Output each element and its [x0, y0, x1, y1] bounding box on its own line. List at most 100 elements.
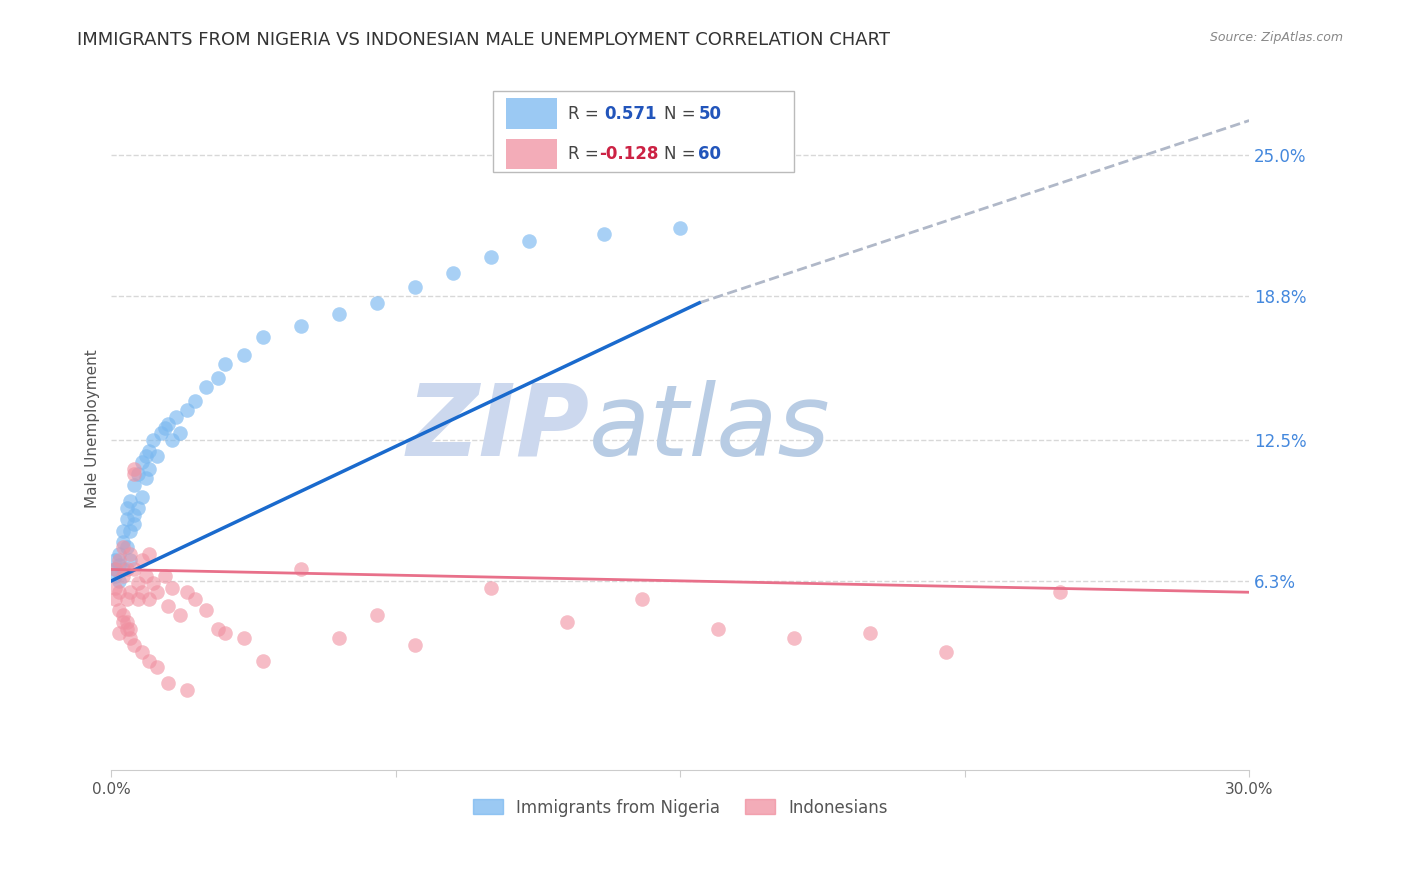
Text: IMMIGRANTS FROM NIGERIA VS INDONESIAN MALE UNEMPLOYMENT CORRELATION CHART: IMMIGRANTS FROM NIGERIA VS INDONESIAN MA…: [77, 31, 890, 49]
Point: [131, 585, 153, 599]
Point: [138, 547, 160, 561]
Text: R =: R =: [568, 145, 603, 163]
Point: [138, 462, 160, 476]
Point: [115, 615, 138, 629]
Text: 0.571: 0.571: [605, 104, 657, 123]
Point: [669, 220, 692, 235]
Point: [131, 455, 153, 469]
Text: N =: N =: [665, 104, 702, 123]
Point: [115, 500, 138, 515]
FancyBboxPatch shape: [506, 98, 557, 129]
Point: [127, 500, 149, 515]
Point: [142, 576, 165, 591]
Point: [122, 467, 145, 481]
Point: [104, 592, 127, 607]
Point: [157, 676, 180, 690]
Text: Source: ZipAtlas.com: Source: ZipAtlas.com: [1209, 31, 1343, 45]
Point: [142, 433, 165, 447]
Point: [127, 576, 149, 591]
Point: [111, 569, 134, 583]
Point: [404, 280, 426, 294]
Point: [157, 417, 180, 431]
Point: [122, 462, 145, 476]
Point: [108, 553, 131, 567]
Point: [131, 644, 153, 658]
Point: [366, 296, 388, 310]
Y-axis label: Male Unemployment: Male Unemployment: [86, 349, 100, 508]
Text: ZIP: ZIP: [406, 380, 589, 476]
Point: [328, 631, 350, 645]
Point: [160, 433, 183, 447]
Point: [127, 592, 149, 607]
Point: [214, 357, 236, 371]
Point: [120, 622, 142, 636]
Point: [131, 553, 153, 567]
Point: [104, 562, 127, 576]
Point: [138, 654, 160, 668]
Point: [233, 348, 256, 362]
Point: [120, 631, 142, 645]
Point: [111, 608, 134, 623]
FancyBboxPatch shape: [506, 139, 557, 169]
Point: [441, 266, 464, 280]
Point: [104, 562, 127, 576]
Point: [935, 644, 957, 658]
Point: [1049, 585, 1071, 599]
Point: [252, 654, 274, 668]
Point: [169, 608, 191, 623]
Point: [108, 626, 131, 640]
Point: [783, 631, 806, 645]
Point: [122, 638, 145, 652]
Point: [517, 235, 540, 249]
Point: [176, 585, 198, 599]
Point: [120, 547, 142, 561]
Point: [207, 371, 229, 385]
Point: [108, 585, 131, 599]
Point: [165, 409, 187, 424]
Point: [122, 508, 145, 522]
Point: [115, 562, 138, 576]
Point: [115, 622, 138, 636]
Point: [120, 553, 142, 567]
Point: [138, 444, 160, 458]
Point: [157, 599, 180, 613]
Point: [631, 592, 654, 607]
Point: [115, 512, 138, 526]
Text: 50: 50: [699, 104, 721, 123]
Point: [108, 558, 131, 572]
Point: [104, 581, 127, 595]
Point: [120, 524, 142, 538]
Point: [111, 562, 134, 576]
FancyBboxPatch shape: [492, 91, 794, 172]
Point: [122, 478, 145, 492]
Point: [404, 638, 426, 652]
Point: [115, 592, 138, 607]
Point: [115, 540, 138, 554]
Point: [135, 449, 157, 463]
Point: [146, 660, 169, 674]
Point: [479, 250, 502, 264]
Point: [104, 553, 127, 567]
Point: [252, 330, 274, 344]
Point: [127, 467, 149, 481]
Point: [195, 603, 218, 617]
Point: [707, 622, 730, 636]
Point: [479, 581, 502, 595]
Point: [195, 380, 218, 394]
Point: [153, 421, 176, 435]
Point: [176, 403, 198, 417]
Point: [593, 227, 616, 242]
Point: [290, 562, 312, 576]
Point: [111, 615, 134, 629]
Point: [184, 592, 207, 607]
Point: [120, 494, 142, 508]
Point: [111, 540, 134, 554]
Legend: Immigrants from Nigeria, Indonesians: Immigrants from Nigeria, Indonesians: [465, 792, 894, 823]
Point: [122, 516, 145, 531]
Point: [111, 524, 134, 538]
Point: [108, 603, 131, 617]
Text: N =: N =: [665, 145, 702, 163]
Point: [366, 608, 388, 623]
Point: [328, 307, 350, 321]
Point: [111, 535, 134, 549]
